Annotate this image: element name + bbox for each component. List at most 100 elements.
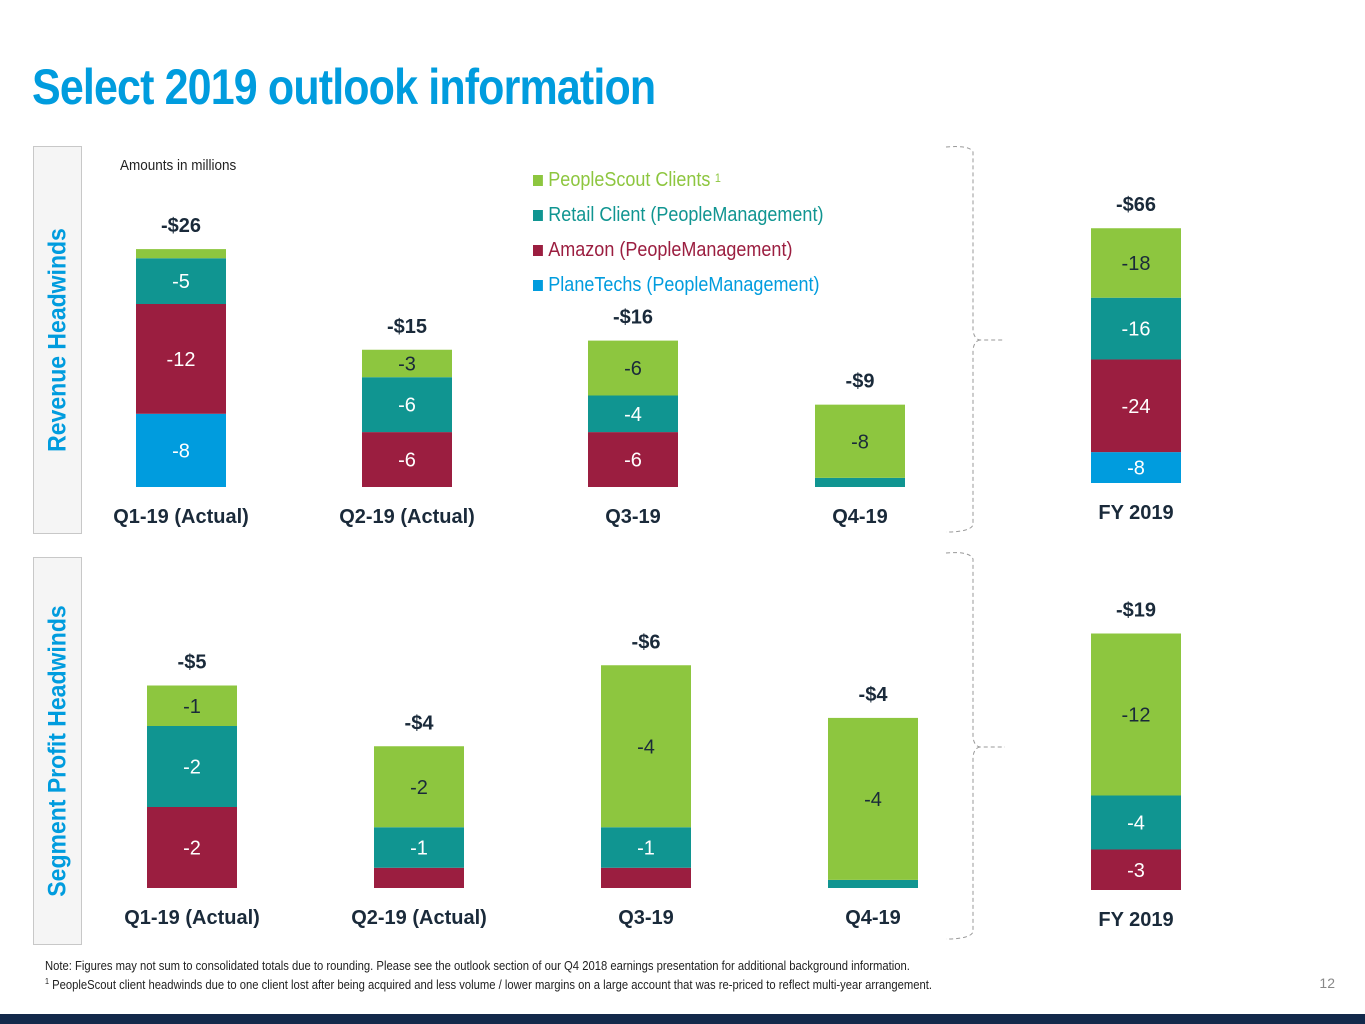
bar-segment <box>1091 452 1181 483</box>
total-label: -$6 <box>632 631 661 653</box>
footnote-text: PeopleScout client headwinds due to one … <box>52 978 933 993</box>
legend-item-amazon: Amazon (PeopleManagement) <box>533 233 823 268</box>
total-label: -$66 <box>1116 194 1156 216</box>
footer-bar <box>0 1014 1365 1024</box>
data-label: -12 <box>167 349 196 371</box>
revenue-headwinds-panel: Revenue Headwinds <box>33 146 82 534</box>
fy-bracket-segment-profit <box>945 552 1005 940</box>
slide-title: Select 2019 outlook information <box>32 59 656 115</box>
data-label: -2 <box>183 838 201 860</box>
data-label: -6 <box>624 358 642 380</box>
total-label: -$4 <box>859 684 889 706</box>
total-label: -$19 <box>1116 600 1156 622</box>
data-label: -3 <box>1127 860 1145 882</box>
bar-segment <box>374 827 464 868</box>
data-label: -5 <box>172 271 190 293</box>
bar-segment <box>147 685 237 726</box>
legend-item-retail-client: Retail Client (PeopleManagement) <box>533 198 823 233</box>
bar-segment <box>1091 633 1181 796</box>
category-label: FY 2019 <box>1098 909 1173 931</box>
total-label: -$15 <box>387 316 427 338</box>
bar-segment <box>362 377 452 433</box>
legend-label: PlaneTechs (PeopleManagement) <box>548 274 820 296</box>
total-label: -$4 <box>405 712 435 734</box>
segment-profit-headwinds-panel: Segment Profit Headwinds <box>33 557 82 945</box>
data-label: -6 <box>624 450 642 472</box>
bar-segment <box>588 432 678 487</box>
legend-label: Amazon (PeopleManagement) <box>548 239 793 261</box>
category-label: Q3-19 <box>618 907 674 929</box>
bar-segment <box>1091 359 1181 453</box>
footnote-1: 1 PeopleScout client headwinds due to on… <box>45 977 932 992</box>
data-label: -8 <box>851 431 869 453</box>
legend-label: PeopleScout Clients <box>548 169 711 191</box>
legend-item-planetechs: PlaneTechs (PeopleManagement) <box>533 268 823 303</box>
data-label: -16 <box>1122 319 1151 341</box>
fy-bracket-revenue <box>945 146 1005 533</box>
data-label: -3 <box>398 353 416 375</box>
data-label: -4 <box>1127 813 1145 835</box>
data-label: -1 <box>183 696 201 718</box>
footnote-marker: 1 <box>45 977 50 986</box>
rounding-note: Note: Figures may not sum to consolidate… <box>45 959 910 973</box>
bar-segment <box>147 726 237 807</box>
segment-profit-headwinds-chart: -2 -2 -1 -$5 Q1-19 (Actual) -1 -2 -$4 Q2-19 (Act… <box>124 600 1181 931</box>
bar-segment <box>374 867 464 888</box>
data-label: -2 <box>410 777 428 799</box>
total-label: -$16 <box>613 307 653 329</box>
category-label: Q4-19 <box>832 506 888 528</box>
data-label: -1 <box>637 838 655 860</box>
data-label: -1 <box>410 838 428 860</box>
bar-segment <box>815 404 905 478</box>
revenue-headwinds-chart: -8 -12 -5 -$26 Q1-19 (Actual) -6 -6 -3 -$15 Q2-19… <box>113 194 1181 528</box>
category-label: Q2-19 (Actual) <box>351 907 487 929</box>
total-label: -$5 <box>178 652 207 674</box>
bar-segment <box>1091 849 1181 890</box>
bar-segment <box>828 879 918 888</box>
bar-segment <box>136 304 226 414</box>
legend-label: Retail Client (PeopleManagement) <box>548 204 824 226</box>
bar-segment <box>374 746 464 828</box>
total-label: -$9 <box>846 371 875 393</box>
category-label: Q2-19 (Actual) <box>339 506 475 528</box>
legend-swatch-planetechs <box>533 280 543 291</box>
legend-swatch-amazon <box>533 245 543 256</box>
data-label: -24 <box>1122 396 1151 418</box>
data-label: -12 <box>1122 705 1151 727</box>
bar-segment <box>588 395 678 433</box>
bar-segment <box>362 349 452 378</box>
bar-segment <box>136 258 226 304</box>
bar-segment <box>1091 228 1181 298</box>
bar-segment <box>1091 297 1181 360</box>
category-label: Q1-19 (Actual) <box>113 506 249 528</box>
data-label: -6 <box>398 395 416 417</box>
data-label: -2 <box>183 757 201 779</box>
bar-segment <box>601 827 691 868</box>
data-label: -8 <box>1127 458 1145 480</box>
legend-footnote-marker: 1 <box>714 170 721 185</box>
category-label: Q3-19 <box>605 506 661 528</box>
chart-legend: PeopleScout Clients 1 Retail Client (Peo… <box>533 163 856 303</box>
data-label: -4 <box>624 404 642 426</box>
data-label: -4 <box>637 736 655 758</box>
amounts-note: Amounts in millions <box>120 157 237 174</box>
data-label: -8 <box>172 440 190 462</box>
bar-segment <box>136 249 226 259</box>
category-label: FY 2019 <box>1098 502 1173 524</box>
bar-segment <box>828 717 918 880</box>
bar-segment <box>362 432 452 487</box>
total-label: -$26 <box>161 215 201 237</box>
legend-item-peoplescout: PeopleScout Clients 1 <box>533 163 823 198</box>
bar-segment <box>815 477 905 487</box>
bar-segment <box>588 340 678 396</box>
category-label: Q1-19 (Actual) <box>124 907 260 929</box>
legend-swatch-peoplescout <box>533 175 543 186</box>
legend-swatch-retail-client <box>533 210 543 221</box>
page-number: 12 <box>1319 975 1335 991</box>
bar-segment <box>1091 795 1181 850</box>
data-label: -4 <box>864 789 882 811</box>
category-label: Q4-19 <box>845 907 901 929</box>
bar-segment <box>601 867 691 888</box>
data-label: -6 <box>398 450 416 472</box>
